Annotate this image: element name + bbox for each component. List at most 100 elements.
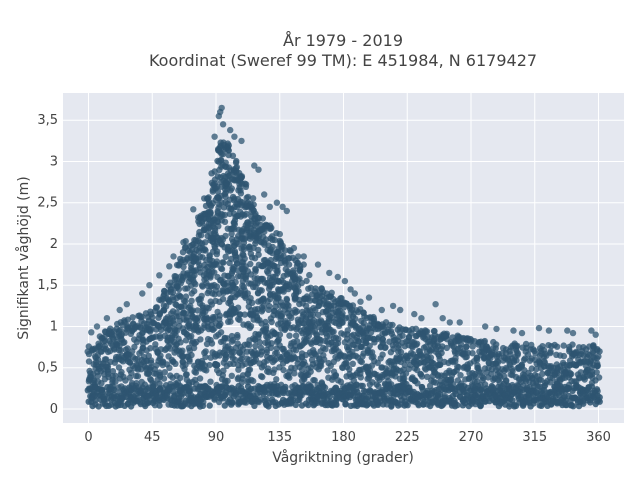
data-point bbox=[290, 353, 297, 360]
data-point bbox=[236, 316, 243, 324]
data-point bbox=[581, 376, 588, 383]
data-point-outlier bbox=[123, 301, 130, 308]
data-point-outlier bbox=[116, 306, 123, 314]
data-point bbox=[330, 328, 337, 335]
data-point bbox=[324, 367, 331, 374]
data-point-outlier bbox=[569, 329, 577, 337]
data-point bbox=[232, 278, 239, 286]
data-point bbox=[197, 336, 204, 343]
data-point bbox=[509, 397, 516, 404]
data-point bbox=[177, 293, 184, 300]
data-point bbox=[310, 346, 317, 354]
data-point bbox=[112, 378, 119, 385]
data-point bbox=[113, 341, 121, 348]
data-point bbox=[94, 372, 102, 380]
data-point bbox=[463, 343, 470, 350]
data-point bbox=[381, 389, 389, 396]
data-point bbox=[182, 371, 190, 378]
data-point bbox=[320, 352, 327, 359]
data-point bbox=[207, 208, 214, 215]
data-point bbox=[300, 261, 307, 268]
data-point bbox=[161, 369, 168, 376]
data-point-outlier bbox=[93, 323, 101, 330]
data-point bbox=[255, 251, 262, 258]
data-point-outlier bbox=[446, 319, 453, 326]
data-point bbox=[291, 370, 298, 377]
x-tick-label: 315 bbox=[522, 430, 547, 445]
data-point bbox=[455, 363, 462, 371]
data-point bbox=[246, 387, 253, 395]
data-point bbox=[247, 260, 254, 268]
data-point bbox=[124, 345, 131, 352]
data-point-outlier bbox=[341, 277, 349, 285]
data-point bbox=[260, 302, 267, 309]
data-point bbox=[436, 356, 443, 363]
data-point bbox=[129, 314, 136, 321]
data-point-outlier bbox=[139, 290, 146, 297]
data-point-outlier bbox=[493, 325, 500, 333]
x-tick-label: 0 bbox=[84, 430, 92, 445]
data-point-outlier bbox=[418, 315, 425, 322]
data-point bbox=[216, 312, 223, 319]
y-tick-label: 3 bbox=[50, 154, 58, 169]
data-point bbox=[231, 221, 238, 228]
data-point bbox=[191, 287, 198, 295]
data-point bbox=[134, 373, 142, 380]
data-point bbox=[206, 402, 213, 409]
data-point bbox=[477, 386, 484, 393]
data-point bbox=[271, 366, 278, 373]
data-point bbox=[560, 352, 568, 360]
data-point bbox=[147, 345, 154, 352]
data-point bbox=[213, 248, 221, 255]
data-point bbox=[198, 292, 205, 300]
data-point-outlier bbox=[251, 162, 258, 169]
data-point-outlier bbox=[592, 331, 599, 338]
data-point-outlier bbox=[411, 310, 418, 318]
y-axis-title: Signifikant våghöjd (m) bbox=[15, 176, 32, 339]
data-point bbox=[295, 288, 302, 295]
data-point bbox=[121, 339, 128, 346]
data-point bbox=[266, 303, 273, 310]
data-point bbox=[191, 272, 198, 279]
data-point bbox=[143, 320, 151, 328]
y-tick-label: 3,5 bbox=[37, 113, 58, 128]
data-point bbox=[332, 341, 340, 348]
data-point bbox=[443, 330, 450, 337]
data-point bbox=[251, 402, 258, 409]
data-point-outlier bbox=[397, 306, 404, 314]
data-point bbox=[366, 367, 374, 374]
y-tick-label: 0,5 bbox=[37, 361, 58, 376]
data-point bbox=[103, 363, 110, 371]
x-tick-label: 360 bbox=[586, 430, 611, 445]
data-point-outlier bbox=[347, 286, 354, 293]
data-point bbox=[238, 355, 245, 363]
data-point bbox=[194, 307, 201, 314]
data-point-outlier bbox=[238, 137, 245, 145]
data-point bbox=[480, 374, 487, 382]
data-point bbox=[242, 274, 249, 281]
data-point bbox=[207, 378, 214, 385]
data-point bbox=[404, 402, 411, 409]
data-point bbox=[562, 397, 569, 404]
data-point bbox=[379, 351, 386, 358]
data-point bbox=[239, 375, 246, 382]
data-point bbox=[229, 152, 237, 159]
data-point bbox=[357, 374, 364, 381]
data-point-outlier bbox=[283, 207, 290, 215]
data-point bbox=[593, 386, 601, 393]
data-point bbox=[203, 367, 210, 374]
data-point bbox=[379, 336, 386, 343]
data-point bbox=[238, 173, 246, 180]
data-point-outlier bbox=[564, 327, 571, 334]
data-point bbox=[375, 383, 382, 390]
chart-title-line-2: Koordinat (Sweref 99 TM): E 451984, N 61… bbox=[149, 51, 537, 70]
data-point bbox=[244, 193, 252, 201]
data-point bbox=[328, 289, 335, 296]
data-point bbox=[120, 373, 127, 381]
data-point bbox=[587, 399, 594, 406]
x-tick-label: 225 bbox=[395, 430, 420, 445]
data-point bbox=[310, 377, 317, 384]
data-point bbox=[207, 298, 214, 305]
data-point bbox=[267, 295, 274, 303]
